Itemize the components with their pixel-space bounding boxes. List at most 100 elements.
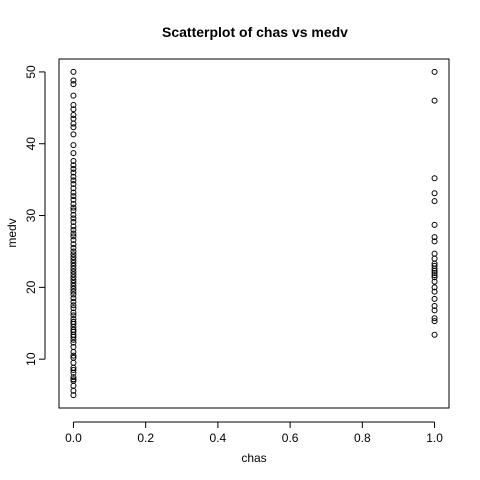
- data-point: [431, 318, 438, 325]
- x-axis-label: chas: [241, 451, 266, 465]
- data-point: [70, 268, 77, 275]
- data-point: [70, 120, 77, 127]
- data-point: [70, 298, 77, 305]
- data-point: [70, 366, 77, 373]
- data-point: [70, 280, 77, 287]
- data-point: [70, 274, 77, 281]
- data-point: [70, 312, 77, 319]
- y-tick-label: 20: [24, 280, 38, 294]
- y-axis: 10 20 30 40 50: [24, 65, 46, 366]
- chart-title: Scatterplot of chas vs medv: [162, 24, 348, 40]
- x-tick-label: 0.4: [210, 431, 227, 445]
- data-point: [70, 244, 77, 251]
- data-point: [431, 307, 438, 314]
- data-point: [70, 81, 77, 88]
- data-point: [70, 219, 77, 226]
- data-point: [70, 248, 77, 255]
- data-point: [70, 169, 77, 176]
- data-point: [70, 302, 77, 309]
- plot-frame: [58, 58, 450, 409]
- y-tick-label: 40: [24, 137, 38, 151]
- data-point: [70, 196, 77, 203]
- x-axis: 0.0 0.2 0.4 0.6 0.8 1.0: [65, 421, 443, 445]
- data-point: [70, 165, 77, 172]
- data-point: [70, 215, 77, 222]
- data-point: [70, 374, 77, 381]
- data-point: [70, 288, 77, 295]
- data-point: [70, 77, 77, 84]
- data-point: [70, 359, 77, 366]
- data-point: [70, 339, 77, 346]
- data-point: [70, 101, 77, 108]
- data-point: [70, 309, 77, 316]
- data-point: [70, 305, 77, 312]
- y-tick-label: 30: [24, 209, 38, 223]
- data-point: [431, 331, 438, 338]
- data-point: [70, 150, 77, 157]
- data-point: [70, 180, 77, 187]
- data-point: [70, 112, 77, 119]
- x-tick-label: 1.0: [426, 431, 443, 445]
- data-point: [70, 295, 77, 302]
- data-point: [70, 251, 77, 258]
- data-point: [70, 259, 77, 266]
- data-point: [70, 392, 77, 399]
- data-point: [431, 303, 438, 310]
- data-point: [70, 68, 77, 75]
- data-point: [70, 265, 77, 272]
- data-point: [431, 97, 438, 104]
- data-point: [70, 226, 77, 233]
- data-point: [70, 230, 77, 237]
- data-point: [431, 255, 438, 262]
- data-point: [70, 177, 77, 184]
- data-point: [431, 68, 438, 75]
- data-point: [70, 277, 77, 284]
- x-tick-label: 0.6: [282, 431, 299, 445]
- data-point: [70, 211, 77, 218]
- data-point: [70, 236, 77, 243]
- data-point: [431, 272, 438, 279]
- data-point: [70, 348, 77, 355]
- data-point: [70, 131, 77, 138]
- x-tick-label: 0.8: [354, 431, 371, 445]
- data-point: [70, 315, 77, 322]
- y-tick-label: 50: [24, 65, 38, 79]
- data-point: [70, 382, 77, 389]
- data-point: [70, 257, 77, 264]
- data-point: [70, 207, 77, 214]
- data-point: [70, 262, 77, 269]
- data-point: [70, 92, 77, 99]
- data-point: [70, 354, 77, 361]
- data-point: [431, 234, 438, 241]
- data-point: [431, 278, 438, 285]
- x-tick-label: 0.2: [137, 431, 154, 445]
- data-point: [431, 262, 438, 269]
- data-point: [70, 106, 77, 113]
- data-point: [70, 115, 77, 122]
- data-point: [70, 201, 77, 208]
- data-point: [431, 315, 438, 322]
- data-point: [70, 173, 77, 180]
- data-point: [431, 295, 438, 302]
- data-point: [431, 198, 438, 205]
- data-point: [70, 282, 77, 289]
- data-point: [70, 271, 77, 278]
- data-point: [70, 162, 77, 169]
- data-point: [70, 157, 77, 164]
- data-point: [431, 221, 438, 228]
- data-point: [70, 142, 77, 149]
- data-point: [431, 190, 438, 197]
- data-point: [70, 124, 77, 131]
- data-point: [70, 285, 77, 292]
- data-point: [431, 269, 438, 276]
- data-point: [70, 185, 77, 192]
- data-point: [70, 318, 77, 325]
- data-point: [431, 175, 438, 182]
- y-tick-label: 10: [24, 352, 38, 366]
- data-point: [70, 204, 77, 211]
- data-point: [70, 189, 77, 196]
- data-point: [431, 250, 438, 257]
- data-point: [431, 288, 438, 295]
- data-point: [431, 284, 438, 291]
- data-point: [70, 254, 77, 261]
